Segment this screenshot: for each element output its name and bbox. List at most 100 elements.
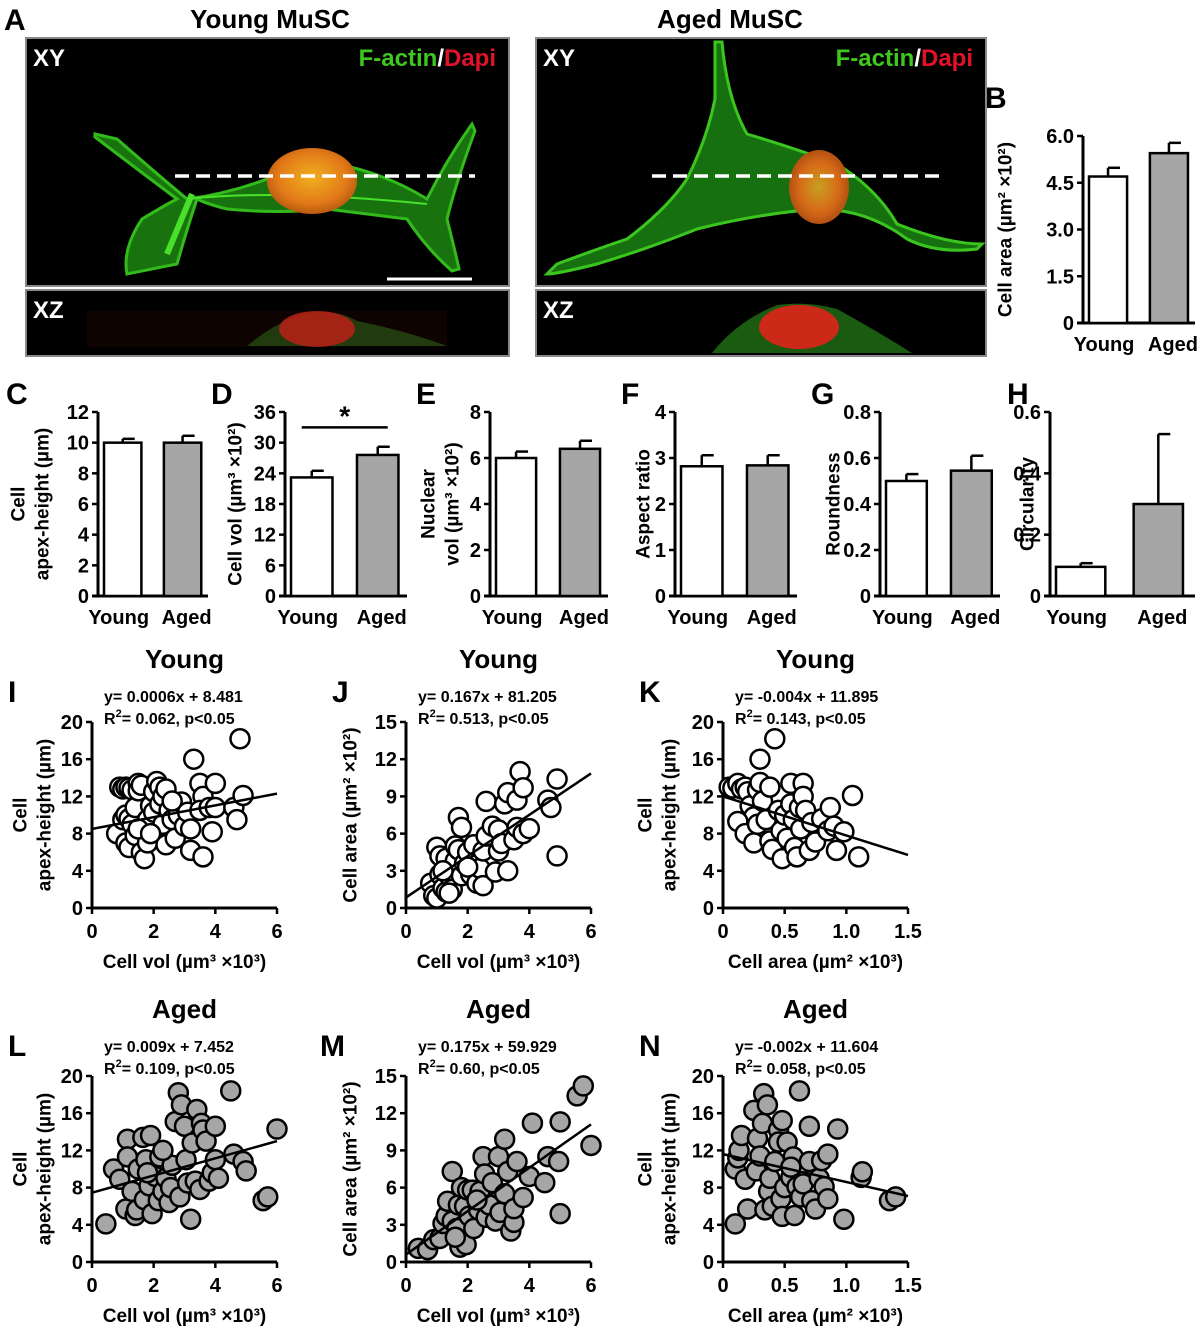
chart-f-aspect-ratio: F 0 1 2 3 4 Aspect ratio Young Aged xyxy=(621,378,797,629)
y-axis-label: Roundness xyxy=(824,452,845,555)
y-tick-label: 0 xyxy=(72,1252,83,1274)
y-tick-label: 0.2 xyxy=(1013,525,1041,547)
x-tick-label: 0 xyxy=(400,1275,411,1297)
r2-superscript: 2 xyxy=(430,1058,436,1070)
data-point xyxy=(183,748,205,770)
y-axis-label: Cell xyxy=(9,487,30,522)
x-tick-label: 0.5 xyxy=(771,921,799,943)
y-axis-label: Cell xyxy=(636,1152,657,1187)
r2-superscript: 2 xyxy=(430,708,436,720)
data-point xyxy=(506,1150,528,1173)
r2-superscript: 2 xyxy=(116,708,122,720)
r-squared-text: R2= 0.058, p<0.05 xyxy=(735,1058,866,1078)
data-point xyxy=(783,1204,806,1227)
x-category-label: Young xyxy=(277,607,338,629)
y-tick-label: 12 xyxy=(61,1140,83,1162)
x-tick-label: 2 xyxy=(148,1275,159,1297)
bar-aged xyxy=(949,469,994,598)
bar-aged xyxy=(355,453,400,598)
data-point xyxy=(549,1111,571,1133)
aged-nucleus xyxy=(789,150,849,224)
y-tick-label: 20 xyxy=(61,1066,83,1088)
regression-line xyxy=(405,772,592,899)
x-axis-label: Cell vol (µm³ ×10³) xyxy=(417,1306,581,1327)
aged-xy-label: XY xyxy=(543,45,576,72)
r2-prefix: R xyxy=(735,711,747,728)
y-axis-label: apex-height (µm) xyxy=(660,739,681,891)
data-point xyxy=(547,1150,570,1173)
r2-value: = 0.058, p<0.05 xyxy=(753,1061,866,1078)
y-axis-label: apex-height (µm) xyxy=(35,1093,56,1245)
r2-value: = 0.109, p<0.05 xyxy=(122,1061,235,1078)
y-axis-label: Aspect ratio xyxy=(634,449,655,559)
y-tick-label: 9 xyxy=(386,786,397,808)
r2-superscript: 2 xyxy=(747,1058,753,1070)
regression-equation: y= 0.167x + 81.205 xyxy=(418,689,557,706)
x-category-label: Young xyxy=(872,607,933,629)
y-tick-label: 16 xyxy=(61,1103,83,1125)
y-tick-label: 3.0 xyxy=(1046,220,1074,242)
y-tick-label: 0 xyxy=(1063,313,1074,335)
data-point xyxy=(884,1186,907,1208)
x-category-label: Aged xyxy=(747,607,797,629)
x-tick-label: 0 xyxy=(717,1275,728,1297)
scatter-title: Aged xyxy=(466,994,531,1024)
x-tick-label: 0 xyxy=(86,921,97,943)
y-axis-label: apex-height (µm) xyxy=(660,1093,681,1245)
data-point xyxy=(749,748,771,770)
y-axis-label: Cell area (µm² ×10²) xyxy=(341,727,362,902)
bar-young xyxy=(289,476,334,598)
data-point xyxy=(771,1109,793,1132)
y-tick-label: 3 xyxy=(386,1215,397,1237)
r2-superscript: 2 xyxy=(747,708,753,720)
x-tick-label: 0 xyxy=(86,1275,97,1297)
y-tick-label: 36 xyxy=(254,402,276,424)
data-point xyxy=(204,772,227,795)
panel-letter-n: N xyxy=(639,1030,661,1063)
y-tick-label: 0.4 xyxy=(843,494,872,516)
y-tick-label: 20 xyxy=(692,1066,714,1088)
r2-value: = 0.143, p<0.05 xyxy=(753,711,866,728)
x-category-label: Aged xyxy=(1148,334,1198,356)
y-tick-label: 4 xyxy=(470,494,482,516)
regression-equation: y= 0.009x + 7.452 xyxy=(104,1039,234,1056)
data-point xyxy=(472,874,494,897)
x-tick-label: 6 xyxy=(585,921,596,943)
r2-prefix: R xyxy=(104,711,116,728)
y-tick-label: 12 xyxy=(692,786,714,808)
data-point xyxy=(521,1112,544,1134)
y-tick-label: 8 xyxy=(703,824,714,846)
significance-star: * xyxy=(339,400,350,431)
data-point xyxy=(826,1118,849,1140)
data-point xyxy=(266,1118,288,1140)
r-squared-text: R2= 0.143, p<0.05 xyxy=(735,708,866,728)
data-point xyxy=(192,846,214,868)
y-tick-label: 4 xyxy=(72,1215,84,1237)
x-axis-label: Cell area (µm² ×10³) xyxy=(728,1306,903,1327)
regression-equation: y= 0.175x + 59.929 xyxy=(418,1039,557,1056)
aged-xz-image: XZ xyxy=(535,289,987,357)
aged-cell-illustration xyxy=(543,40,985,276)
y-tick-label: 12 xyxy=(67,402,89,424)
x-tick-label: 1.0 xyxy=(832,921,860,943)
young-stain-label: F-actin/Dapi xyxy=(359,45,496,73)
y-tick-label: 0 xyxy=(1030,586,1041,608)
y-axis-label: vol (µm³ ×10²) xyxy=(443,442,464,565)
data-point xyxy=(825,839,848,862)
regression-line xyxy=(405,1123,592,1256)
chart-b-cell-area: B 0 1.5 3.0 4.5 6.0 Cell area (µm² ×10²) Young A… xyxy=(985,82,1198,356)
data-point xyxy=(549,1202,571,1225)
panel-letter-e: E xyxy=(416,378,436,411)
r2-value: = 0.062, p<0.05 xyxy=(122,711,235,728)
chart-h-circularity: H 0 0.2 0.4 0.6 Circularity Young Aged xyxy=(1007,378,1195,629)
aged-xz-illustration xyxy=(712,303,912,353)
x-axis-label: Cell vol (µm³ ×10³) xyxy=(103,952,267,973)
data-point xyxy=(179,1208,202,1230)
aged-stain-label: F-actin/Dapi xyxy=(836,45,973,73)
data-point xyxy=(161,790,183,812)
y-tick-label: 0 xyxy=(655,586,666,608)
chart-j-scatter: J 0 3 6 9 12 15 Cell area (µm² ×10²) Young y= 0.1… xyxy=(332,644,597,973)
y-axis-label: Cell vol (µm³ ×10²) xyxy=(226,422,247,586)
chart-g-roundness: G 0 0.2 0.4 0.6 0.8 Roundness Young Aged xyxy=(811,378,1000,629)
